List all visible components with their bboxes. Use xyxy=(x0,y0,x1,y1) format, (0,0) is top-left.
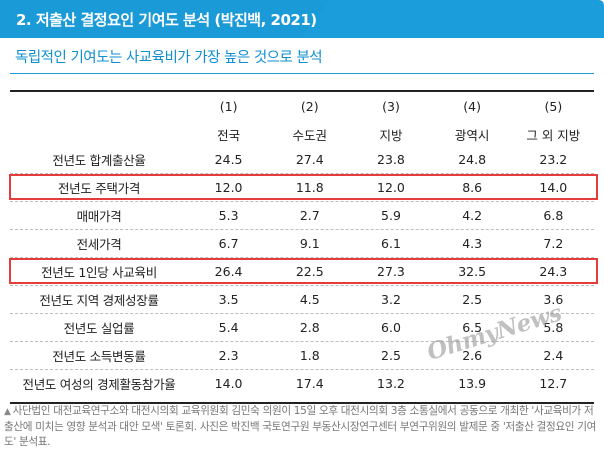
table-cell: 4.2 xyxy=(462,207,483,223)
table-cell: 12.0 xyxy=(214,179,243,195)
table-cell: 26.4 xyxy=(214,263,243,279)
column-number: (5) xyxy=(544,99,563,114)
table-cell: 27.4 xyxy=(295,151,324,167)
table-cell: 2.4 xyxy=(543,347,564,363)
table-row: 전년도 소득변동률 2.3 1.8 2.5 2.6 2.4 xyxy=(10,341,594,369)
table-cell: 32.5 xyxy=(458,263,487,279)
table-cell: 22.5 xyxy=(295,263,324,279)
table-cell: 6.1 xyxy=(381,235,401,251)
table-cell: 12.7 xyxy=(539,375,568,391)
row-label: 전년도 지역 경제성장률 xyxy=(39,292,159,308)
table-cell: 14.0 xyxy=(214,375,243,391)
column-name: 지방 xyxy=(379,128,403,143)
header-background xyxy=(0,0,604,38)
table-cell: 6.0 xyxy=(381,319,401,335)
table-cell: 23.2 xyxy=(539,151,568,167)
table-row: 전년도 주택가격 12.0 11.8 12.0 8.6 14.0 xyxy=(10,173,594,201)
table-cell: 5.9 xyxy=(381,207,401,223)
subtitle-divider xyxy=(10,73,594,74)
table-cell: 14.0 xyxy=(539,179,568,195)
row-label: 전년도 실업률 xyxy=(63,320,135,336)
table-cell: 4.5 xyxy=(299,291,320,307)
row-divider xyxy=(10,257,594,258)
subtitle: 독립적인 기여도는 사교육비가 가장 높은 것으로 분석 xyxy=(15,50,323,66)
table-frame xyxy=(10,90,594,404)
table-cell: 13.2 xyxy=(377,375,405,391)
highlight-box-housing-price xyxy=(9,174,598,200)
row-label: 전년도 주택가격 xyxy=(57,180,141,196)
row-label: 전년도 1인당 사교육비 xyxy=(41,264,157,280)
row-divider xyxy=(10,285,594,286)
table-row: 전년도 여성의 경제활동참가율 14.0 17.4 13.2 13.9 12.7 xyxy=(10,369,594,397)
table-cell: 2.5 xyxy=(462,291,483,307)
column-name: 전국 xyxy=(217,128,241,143)
table-cell: 9.1 xyxy=(299,235,320,251)
table-cell: 6.7 xyxy=(218,235,239,251)
row-label: 전세가격 xyxy=(76,236,122,252)
table-row: 전년도 지역 경제성장률 3.5 4.5 3.2 2.5 3.6 xyxy=(10,285,594,313)
table-cell: 2.8 xyxy=(299,319,320,335)
table-cell: 24.5 xyxy=(214,151,243,167)
row-label: 전년도 소득변동률 xyxy=(52,348,146,364)
column-name: 그 외 지방 xyxy=(526,128,581,143)
triangle-icon: ▲ xyxy=(4,407,11,417)
table-cell: 5.4 xyxy=(218,319,239,335)
table-cell: 2.3 xyxy=(218,347,239,363)
table-row: 전년도 실업률 5.4 2.8 6.0 6.5 5.8 xyxy=(10,313,594,341)
column-number: (4) xyxy=(463,99,482,114)
row-divider xyxy=(10,173,594,174)
table-cell: 2.6 xyxy=(462,347,483,363)
column-name: 광역시 xyxy=(454,128,490,143)
column-name-row: 전국 수도권 지방 광역시 그 외 지방 xyxy=(10,125,594,144)
table-cell: 2.7 xyxy=(299,207,320,223)
table-cell: 2.5 xyxy=(381,347,401,363)
row-divider xyxy=(10,229,594,230)
table-cell: 7.2 xyxy=(543,235,564,251)
row-divider xyxy=(10,201,594,202)
column-number: (2) xyxy=(300,99,319,114)
photo-caption: ▲ 사단법인 대전교육연구소와 대전시의회 교육위원회 김민숙 의원이 15일 오… xyxy=(4,404,602,450)
table-row: 전년도 1인당 사교육비 26.4 22.5 27.3 32.5 24.3 xyxy=(10,257,594,285)
table-row: 전세가격 6.7 9.1 6.1 4.3 7.2 xyxy=(10,229,594,257)
table-cell: 12.0 xyxy=(377,179,405,195)
table-cell: 6.8 xyxy=(543,207,564,223)
row-label: 매매가격 xyxy=(76,208,122,224)
table-cell: 3.6 xyxy=(543,291,564,307)
table-cell: 24.8 xyxy=(458,151,487,167)
highlight-box-private-education xyxy=(9,258,598,284)
table-cell: 1.8 xyxy=(299,347,320,363)
table-cell: 6.5 xyxy=(462,319,483,335)
row-divider xyxy=(10,369,594,370)
table-cell: 8.6 xyxy=(462,179,483,195)
column-number: (1) xyxy=(219,99,238,114)
column-number-row: (1) (2) (3) (4) (5) xyxy=(10,99,594,114)
column-name: 수도권 xyxy=(292,128,328,143)
row-label: 전년도 여성의 경제활동참가율 xyxy=(22,376,176,392)
row-divider xyxy=(10,341,594,342)
table-row: 전년도 합계출산율 24.5 27.4 23.8 24.8 23.2 xyxy=(10,145,594,173)
table-cell: 5.3 xyxy=(218,207,239,223)
table-cell: 23.8 xyxy=(377,151,405,167)
table-cell: 17.4 xyxy=(295,375,324,391)
table-cell: 27.3 xyxy=(377,263,405,279)
table-cell: 4.3 xyxy=(462,235,483,251)
header-banner: 2. 저출산 결정요인 기여도 분석 (박진백, 2021) xyxy=(0,0,604,38)
header-title: 2. 저출산 결정요인 기여도 분석 (박진백, 2021) xyxy=(16,11,317,29)
column-number: (3) xyxy=(382,99,400,114)
row-label: 전년도 합계출산율 xyxy=(52,152,146,168)
table-cell: 3.2 xyxy=(381,291,401,307)
table-cell: 13.9 xyxy=(458,375,487,391)
table-row: 매매가격 5.3 2.7 5.9 4.2 6.8 xyxy=(10,201,594,229)
table-cell: 24.3 xyxy=(539,263,568,279)
table-cell: 5.8 xyxy=(543,319,564,335)
table-cell: 11.8 xyxy=(295,179,324,195)
row-divider xyxy=(10,313,594,314)
caption-text: 사단법인 대전교육연구소와 대전시의회 교육위원회 김민숙 의원이 15일 오후… xyxy=(4,405,597,448)
table-cell: 3.5 xyxy=(218,291,239,307)
